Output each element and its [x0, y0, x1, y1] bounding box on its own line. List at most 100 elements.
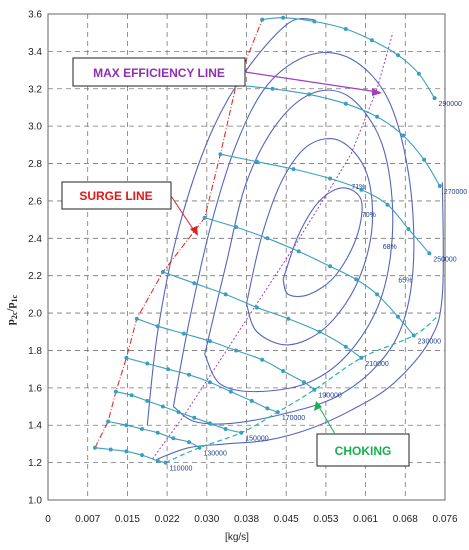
y-tick-label: 2.6	[28, 196, 42, 207]
speed-line-point	[396, 314, 400, 319]
speed-line-label: 190000	[318, 393, 341, 400]
y-tick-label: 2.4	[28, 234, 42, 245]
speed-line-point	[163, 460, 168, 465]
speed-line-point	[401, 133, 406, 138]
speed-line-point	[192, 415, 197, 420]
speed-line-point	[234, 225, 239, 230]
y-tick-label: 3.6	[28, 10, 42, 21]
y-tick-label: 1.6	[28, 383, 42, 394]
x-tick-label: 0.068	[393, 514, 418, 525]
speed-line-point	[124, 449, 129, 454]
speed-line-point	[192, 281, 197, 286]
speed-line-point	[296, 249, 301, 254]
efficiency-label: 71%	[351, 184, 365, 191]
speed-line-point	[281, 15, 286, 20]
x-tick-label: 0.076	[432, 514, 457, 525]
speed-line-point	[375, 292, 380, 297]
speed-line-point	[207, 339, 212, 344]
speed-line-label: 110000	[170, 466, 193, 473]
speed-line-point	[207, 380, 212, 385]
speed-line-point	[124, 355, 129, 360]
speed-line-point	[160, 404, 165, 409]
speed-line-point	[375, 114, 380, 119]
speed-line-point	[437, 184, 442, 188]
speed-line-point	[108, 447, 113, 452]
speed-line-point	[275, 410, 280, 415]
speed-line-point	[106, 419, 111, 424]
speed-line-point	[254, 305, 259, 310]
speed-line-point	[406, 227, 411, 231]
y-tick-label: 1.8	[28, 346, 42, 357]
efficiency-label: 68%	[383, 244, 397, 251]
x-tick-label: 0.015	[115, 514, 140, 525]
speed-line-point	[129, 393, 134, 398]
speed-line-point	[145, 361, 150, 366]
speed-line-label: 290000	[439, 101, 462, 108]
y-tick-label: 3.0	[28, 122, 42, 133]
speed-line-point	[197, 445, 202, 450]
speed-line-point	[432, 96, 437, 101]
speed-line-point	[343, 27, 348, 31]
efficiency-contour	[204, 89, 394, 393]
speed-line-point	[422, 157, 427, 162]
x-tick-label: 0.045	[274, 514, 299, 525]
x-tick-label: 0.030	[194, 514, 219, 525]
y-tick-label: 1.4	[28, 421, 42, 432]
efficiency-label: 70%	[362, 212, 376, 219]
efficiency-contour	[282, 187, 363, 298]
y-tick-label: 3.2	[28, 84, 42, 95]
speed-line-point	[223, 292, 228, 297]
speed-line-point	[254, 159, 259, 164]
x-tick-label: 0	[45, 514, 51, 525]
y-tick-label: 3.4	[28, 47, 42, 58]
speed-line-point	[155, 324, 160, 329]
choke-line	[165, 316, 438, 464]
surge-arrowhead	[190, 226, 198, 236]
x-axis-label: [kg/s]	[225, 532, 249, 543]
speed-line-point	[385, 202, 390, 207]
choking-text: CHOKING	[335, 444, 392, 458]
speed-line-point	[202, 215, 207, 220]
speed-line-point	[234, 348, 239, 353]
y-tick-label: 2.2	[28, 271, 42, 282]
speed-line-point	[155, 430, 160, 435]
y-axis-label: p2c/p1c	[5, 294, 19, 325]
speed-line-point	[171, 436, 176, 441]
efficiency-contours	[146, 17, 444, 460]
choking-arrow	[317, 404, 336, 435]
max-efficiency-arrowhead	[372, 88, 382, 96]
speed-lines	[93, 15, 442, 465]
speed-line-point	[396, 53, 400, 58]
speed-line-point	[260, 17, 265, 22]
speed-line-point	[260, 357, 265, 362]
speed-line-point	[286, 316, 291, 321]
x-tick-label: 0.022	[155, 514, 180, 525]
speed-line	[236, 84, 441, 187]
efficiency-contour	[245, 138, 374, 346]
speed-line-point	[93, 445, 97, 450]
speed-line-point	[249, 398, 254, 403]
speed-line-point	[265, 236, 270, 241]
speed-line-label: 230000	[418, 339, 441, 346]
speed-line-point	[369, 38, 374, 43]
surge-box	[61, 181, 172, 210]
speed-line-point	[218, 152, 223, 157]
speed-line-point	[176, 410, 181, 415]
x-tick-label: 0.007	[75, 514, 100, 525]
speed-line-point	[265, 406, 270, 411]
max-efficiency-arrow	[244, 71, 379, 93]
y-tick-label: 1.0	[28, 496, 42, 507]
speed-line-point	[343, 101, 348, 106]
max-efficiency-box	[72, 57, 246, 87]
speed-line-label: 250000	[433, 256, 456, 263]
choking-box	[316, 433, 410, 467]
plot-frame	[47, 13, 446, 501]
speed-line-point	[155, 458, 160, 463]
speed-line-point	[270, 86, 275, 91]
speed-line-point	[181, 331, 186, 336]
speed-line	[162, 271, 362, 359]
grid	[48, 14, 445, 500]
efficiency-label: 65%	[398, 277, 412, 284]
max-efficiency-annotation: MAX EFFICIENCY LINE	[72, 57, 382, 96]
